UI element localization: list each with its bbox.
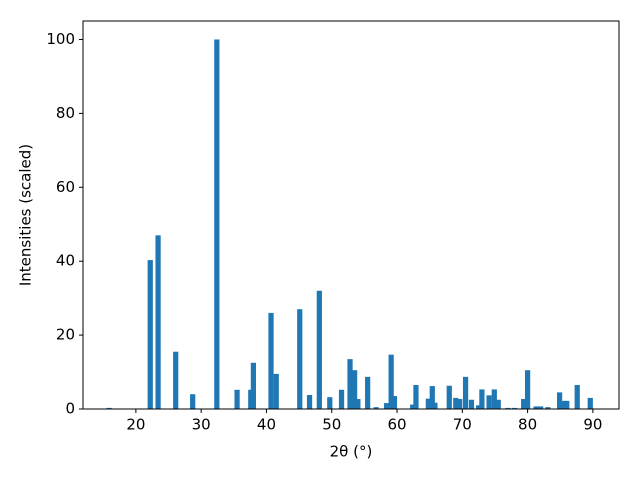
bar — [190, 394, 196, 409]
bar — [250, 362, 257, 409]
bar — [462, 376, 469, 409]
bar — [173, 351, 179, 409]
bar — [383, 403, 390, 409]
bar — [587, 397, 593, 409]
x-tick-label: 20 — [126, 416, 145, 434]
bar — [106, 407, 112, 409]
bar — [413, 384, 419, 409]
bar — [147, 260, 153, 409]
bar — [425, 398, 431, 409]
bar — [410, 404, 416, 409]
bar — [273, 373, 279, 409]
bar — [574, 384, 580, 409]
bar — [491, 389, 497, 409]
bar — [556, 392, 563, 409]
bar — [365, 376, 371, 409]
bar — [476, 405, 482, 409]
y-axis-label: Intensities (scaled) — [17, 144, 35, 286]
bar — [468, 399, 475, 409]
y-tick-label: 0 — [65, 400, 75, 418]
bar — [538, 406, 544, 409]
bar — [453, 397, 459, 409]
bar — [479, 389, 485, 409]
bar — [511, 407, 518, 409]
bar — [521, 399, 527, 409]
bar — [388, 354, 394, 409]
bar — [429, 386, 435, 409]
x-tick-label: 90 — [583, 416, 602, 434]
bar — [391, 396, 398, 409]
bar — [373, 407, 379, 409]
bar — [351, 370, 358, 409]
bar — [564, 400, 570, 409]
x-tick-label: 30 — [192, 416, 211, 434]
bar — [338, 389, 345, 409]
bar — [155, 235, 161, 409]
bar — [306, 394, 313, 409]
x-tick-label: 60 — [387, 416, 406, 434]
bar — [495, 399, 501, 409]
bar — [316, 290, 322, 409]
plot-frame — [82, 20, 620, 410]
y-tick-label: 80 — [56, 104, 75, 122]
y-tick-label: 60 — [56, 178, 75, 196]
bar — [355, 399, 361, 409]
y-tick-label: 100 — [46, 30, 75, 48]
bar — [457, 399, 463, 409]
bar — [268, 312, 274, 409]
bar — [486, 395, 492, 409]
bar — [214, 39, 220, 409]
bar — [545, 407, 551, 409]
y-tick-label: 40 — [56, 252, 75, 270]
bar — [505, 407, 511, 409]
bar — [432, 402, 438, 409]
x-tick-label: 40 — [257, 416, 276, 434]
bar — [327, 397, 333, 409]
x-tick-label: 80 — [518, 416, 537, 434]
x-tick-label: 50 — [322, 416, 341, 434]
bar — [347, 359, 353, 409]
bar — [446, 385, 452, 409]
bar — [234, 389, 240, 409]
y-tick-label: 20 — [56, 326, 75, 344]
bar — [533, 406, 539, 409]
bar — [524, 370, 531, 409]
bar — [297, 309, 303, 409]
x-axis-label: 2θ (°) — [330, 443, 373, 461]
x-tick-label: 70 — [453, 416, 472, 434]
